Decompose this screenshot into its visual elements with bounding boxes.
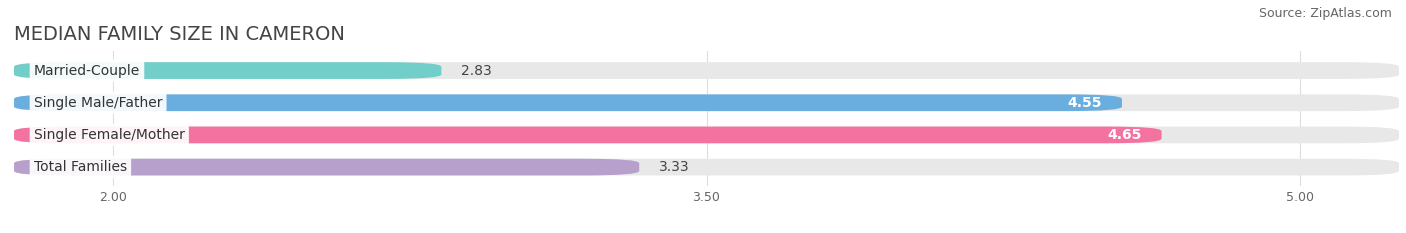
Text: Single Male/Father: Single Male/Father — [34, 96, 162, 110]
Text: Total Families: Total Families — [34, 160, 127, 174]
Text: Married-Couple: Married-Couple — [34, 64, 141, 78]
FancyBboxPatch shape — [14, 159, 640, 175]
Text: Single Female/Mother: Single Female/Mother — [34, 128, 184, 142]
FancyBboxPatch shape — [14, 62, 441, 79]
Text: Source: ZipAtlas.com: Source: ZipAtlas.com — [1258, 7, 1392, 20]
FancyBboxPatch shape — [14, 159, 1399, 175]
Text: 3.33: 3.33 — [659, 160, 690, 174]
FancyBboxPatch shape — [14, 62, 1399, 79]
FancyBboxPatch shape — [14, 94, 1122, 111]
FancyBboxPatch shape — [14, 127, 1399, 143]
Text: MEDIAN FAMILY SIZE IN CAMERON: MEDIAN FAMILY SIZE IN CAMERON — [14, 25, 344, 44]
FancyBboxPatch shape — [14, 94, 1399, 111]
Text: 4.55: 4.55 — [1067, 96, 1102, 110]
Text: 2.83: 2.83 — [461, 64, 492, 78]
FancyBboxPatch shape — [14, 127, 1161, 143]
Text: 4.65: 4.65 — [1108, 128, 1142, 142]
